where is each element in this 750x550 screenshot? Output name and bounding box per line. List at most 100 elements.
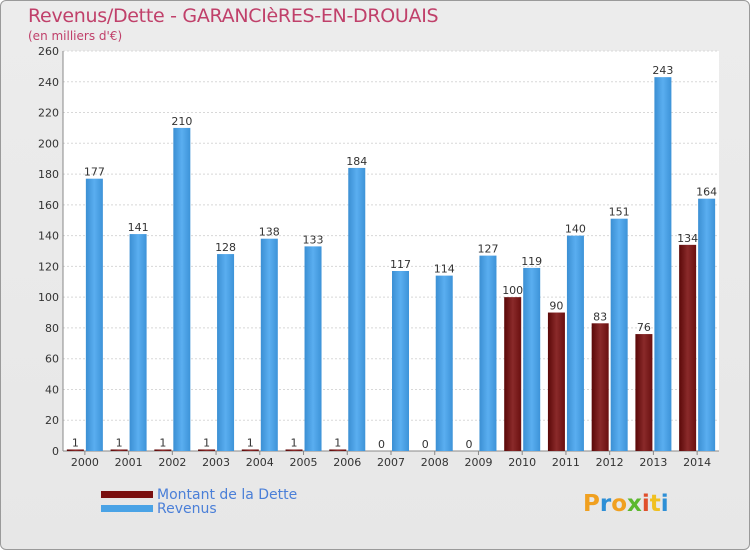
bar-revenus [654, 77, 672, 452]
bar-dette [679, 244, 697, 451]
bar-dette [110, 449, 128, 451]
value-label-revenus: 210 [171, 115, 192, 128]
plot-area [63, 51, 719, 451]
bar-revenus [523, 267, 541, 451]
value-label-revenus: 140 [565, 223, 586, 236]
value-label-dette: 1 [116, 436, 123, 449]
value-label-dette: 83 [593, 310, 607, 323]
y-tick-label: 100 [38, 291, 59, 304]
x-tick-label: 2005 [290, 456, 318, 469]
y-tick-label: 140 [38, 230, 59, 243]
logo-letter: i [641, 491, 650, 517]
logo-letter: t [649, 491, 661, 517]
bar-dette [635, 334, 653, 451]
bar-dette [198, 449, 216, 451]
bar-dette [66, 449, 84, 451]
x-tick-label: 2012 [596, 456, 624, 469]
logo-letter: r [599, 491, 612, 517]
bar-revenus [173, 127, 191, 451]
bar-revenus [435, 275, 453, 451]
value-label-dette: 100 [502, 284, 523, 297]
value-label-dette: 1 [247, 436, 254, 449]
y-tick-label: 40 [45, 383, 59, 396]
y-tick-label: 60 [45, 353, 59, 366]
value-label-revenus: 117 [390, 258, 411, 271]
chart-subtitle: (en milliers d'€) [28, 29, 123, 43]
bar-revenus [348, 167, 366, 451]
x-tick-label: 2008 [421, 456, 449, 469]
y-tick-label: 160 [38, 199, 59, 212]
value-label-dette: 134 [677, 232, 698, 245]
y-tick-label: 240 [38, 76, 59, 89]
logo-letter: x [627, 491, 642, 517]
bar-revenus [217, 254, 235, 451]
value-label-revenus: 128 [215, 241, 236, 254]
y-tick-label: 0 [52, 445, 59, 458]
bar-dette [329, 449, 347, 451]
bar-dette [154, 449, 172, 451]
y-tick-label: 120 [38, 260, 59, 273]
bar-dette [241, 449, 259, 451]
y-tick-label: 180 [38, 168, 59, 181]
x-tick-label: 2003 [202, 456, 230, 469]
logo-letter: i [660, 491, 669, 517]
chart-title: Revenus/Dette - GARANCIèRES-EN-DROUAIS [28, 5, 439, 27]
x-tick-label: 2006 [333, 456, 361, 469]
value-label-revenus: 127 [477, 243, 498, 256]
value-label-revenus: 184 [346, 155, 367, 168]
value-label-dette: 1 [203, 436, 210, 449]
legend-swatch-revenus [101, 505, 153, 512]
value-label-revenus: 177 [84, 166, 105, 179]
value-label-dette: 76 [637, 321, 651, 334]
legend-label-dette: Montant de la Dette [157, 487, 298, 503]
x-tick-label: 2000 [71, 456, 99, 469]
value-label-revenus: 151 [609, 206, 630, 219]
x-tick-label: 2014 [683, 456, 711, 469]
y-tick-label: 20 [45, 414, 59, 427]
proxiti-logo: Proxiti [583, 491, 669, 517]
value-label-dette: 1 [334, 436, 341, 449]
bar-revenus [85, 178, 103, 451]
legend-label-revenus: Revenus [157, 501, 217, 517]
value-label-revenus: 164 [696, 186, 717, 199]
bar-revenus [392, 271, 409, 451]
value-label-dette: 0 [422, 438, 429, 451]
logo-letter: P [583, 491, 600, 517]
bar-revenus [566, 235, 584, 451]
y-tick-label: 260 [38, 45, 59, 58]
x-tick-label: 2010 [508, 456, 536, 469]
y-tick-label: 80 [45, 322, 59, 335]
value-label-dette: 1 [291, 436, 298, 449]
x-tick-label: 2001 [115, 456, 143, 469]
bar-revenus [698, 198, 716, 451]
bar-revenus [304, 246, 322, 451]
value-label-dette: 1 [72, 436, 79, 449]
y-tick-label: 220 [38, 107, 59, 120]
value-label-dette: 1 [159, 436, 166, 449]
bar-revenus [129, 234, 147, 451]
bar-revenus [260, 238, 278, 451]
legend-swatch-dette [101, 491, 153, 498]
value-label-revenus: 114 [434, 263, 455, 276]
bar-dette [547, 312, 565, 451]
y-tick-label: 200 [38, 137, 59, 150]
x-tick-label: 2007 [377, 456, 405, 469]
bar-revenus [610, 218, 628, 451]
value-label-revenus: 243 [652, 64, 673, 77]
bar-revenus [479, 255, 497, 451]
bar-dette [285, 449, 303, 451]
x-tick-label: 2004 [246, 456, 274, 469]
value-label-revenus: 138 [259, 226, 280, 239]
x-tick-label: 2009 [464, 456, 492, 469]
value-label-dette: 0 [378, 438, 385, 451]
value-label-dette: 90 [549, 300, 563, 313]
value-label-revenus: 133 [303, 233, 324, 246]
x-tick-label: 2002 [158, 456, 186, 469]
bar-dette [591, 323, 609, 451]
x-tick-label: 2013 [639, 456, 667, 469]
x-tick-label: 2011 [552, 456, 580, 469]
value-label-revenus: 141 [128, 221, 149, 234]
logo-letter: o [611, 491, 628, 517]
value-label-dette: 0 [465, 438, 472, 451]
